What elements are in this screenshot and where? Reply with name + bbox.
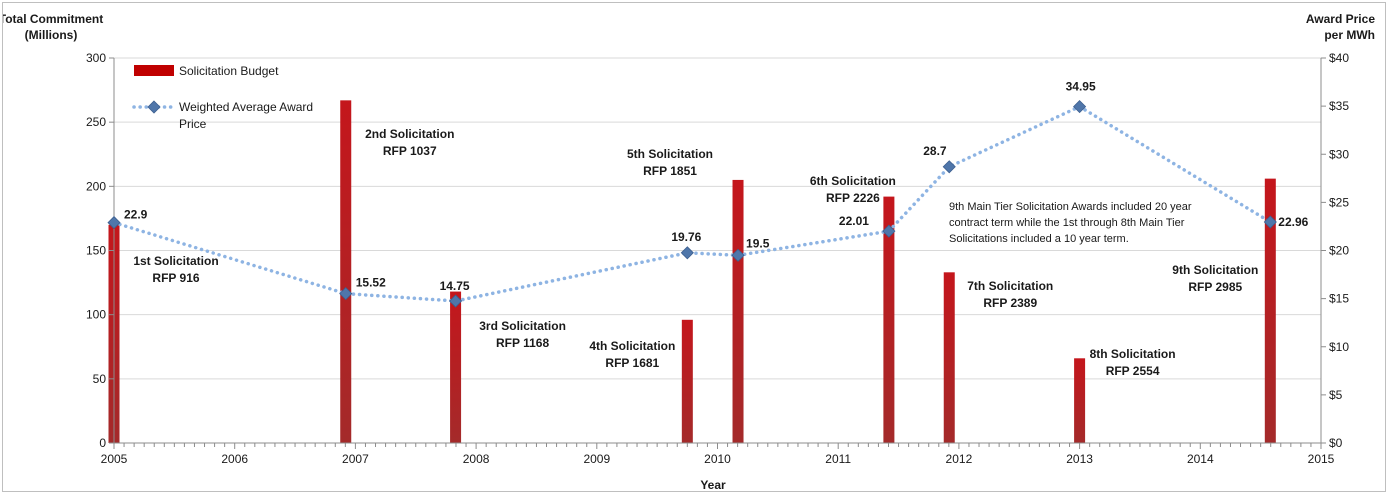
right-tick-label: $30 [1329,147,1349,161]
x-tick-label: 2011 [825,452,851,466]
left-tick-label: 250 [86,115,106,129]
x-tick-label: 2015 [1308,452,1335,466]
solicitation-label: 7th Solicitation [967,279,1053,293]
solicitation-label: 3rd Solicitation [479,319,566,333]
price-label: 22.9 [124,208,148,222]
solicitation-bar [883,196,895,443]
right-tick-label: $15 [1329,292,1349,306]
rfp-label: RFP 2985 [1188,280,1242,294]
rfp-label: RFP 2226 [826,191,880,205]
x-tick-label: 2010 [704,452,731,466]
solicitation-bar [340,100,352,443]
x-axis-title: Year [700,478,726,492]
x-tick-label: 2013 [1066,452,1093,466]
left-tick-label: 100 [86,308,106,322]
right-tick-label: $0 [1329,436,1343,450]
price-label: 15.52 [356,276,386,290]
solicitation-bar [450,291,462,443]
x-tick-label: 2007 [342,452,369,466]
axes: 0 50 100 150 200 250 300 $0 $5 $10 $15 $20 $25 $30 $35… [86,51,1349,466]
annotation-line-1: 9th Main Tier Solicitation Awards includ… [949,201,1192,213]
x-tick-label: 2005 [101,452,128,466]
right-tick-label: $10 [1329,340,1349,354]
rfp-label: RFP 2554 [1106,364,1160,378]
x-tick-label: 2012 [946,452,973,466]
x-tick-label: 2008 [463,452,490,466]
annotation-line-3: Solicitations included a 10 year term. [949,233,1129,245]
rfp-label: RFP 1037 [383,144,437,158]
price-line [107,100,1277,308]
price-label: 19.5 [746,236,770,250]
rfp-label: RFP 1681 [605,356,659,370]
price-marker [339,287,353,301]
right-tick-label: $20 [1329,244,1349,258]
x-tick-label: 2009 [583,452,610,466]
solicitation-bar [1074,358,1086,443]
price-label: 28.7 [923,144,947,158]
price-label: 19.76 [671,230,701,244]
right-tick-label: $5 [1329,388,1343,402]
price-label: 14.75 [440,279,470,293]
right-tick-label: $25 [1329,195,1349,209]
solicitation-label: 4th Solicitation [589,339,675,353]
rfp-label: RFP 1851 [643,164,697,178]
x-tick-label: 2014 [1187,452,1214,466]
left-tick-label: 0 [99,436,106,450]
chart-svg: 0 50 100 150 200 250 300 $0 $5 $10 $15 $20 $25 $30 $35… [0,12,1375,492]
right-axis-title-line-1: Award Price [1306,12,1375,26]
solicitation-label: 5th Solicitation [627,147,713,161]
data-labels: 1st Solicitation RFP 916 2nd Solicitation R… [124,80,1309,378]
solicitation-label: 8th Solicitation [1090,347,1176,361]
left-axis-title-line-2: (Millions) [25,28,78,42]
solicitation-bar [681,319,693,443]
rfp-label: RFP 916 [152,271,199,285]
price-label: 22.01 [839,214,869,228]
left-tick-label: 300 [86,51,106,65]
annotation-line-2: contract term while the 1st through 8th … [949,217,1185,229]
solicitation-bar [1264,178,1276,443]
legend-line-marker [147,100,161,114]
left-axis-title-line-1: Total Commitment [3,12,103,26]
solicitation-label: 2nd Solicitation [365,127,454,141]
price-label: 22.96 [1278,215,1308,229]
price-marker [882,224,896,238]
right-tick-label: $35 [1329,99,1349,113]
price-marker [1263,215,1277,229]
price-marker [1073,100,1087,114]
solicitation-label: 1st Solicitation [133,254,218,268]
gridlines [114,57,1321,380]
legend-line-label-1: Weighted Average Award [179,100,313,114]
left-tick-label: 150 [86,244,106,258]
solicitation-bar [732,179,744,443]
price-marker [731,248,745,262]
price-marker [107,216,121,230]
right-tick-label: $40 [1329,51,1349,65]
right-axis-title-line-2: per MWh [1324,28,1375,42]
price-marker [680,246,694,260]
left-tick-label: 50 [93,372,107,386]
price-marker [449,294,463,308]
rfp-label: RFP 2389 [983,296,1037,310]
legend: Solicitation Budget Weighted Average Awar… [132,64,313,131]
solicitation-label: 9th Solicitation [1172,263,1258,277]
rfp-label: RFP 1168 [496,336,549,350]
legend-bar-label: Solicitation Budget [179,64,279,78]
left-tick-label: 200 [86,179,106,193]
price-marker [942,160,956,174]
legend-bar-swatch [134,65,174,76]
solicitation-bar [943,272,955,443]
solicitation-label: 6th Solicitation [810,174,896,188]
x-tick-label: 2006 [221,452,248,466]
legend-line-label-2: Price [179,117,207,131]
price-label: 34.95 [1066,80,1096,94]
